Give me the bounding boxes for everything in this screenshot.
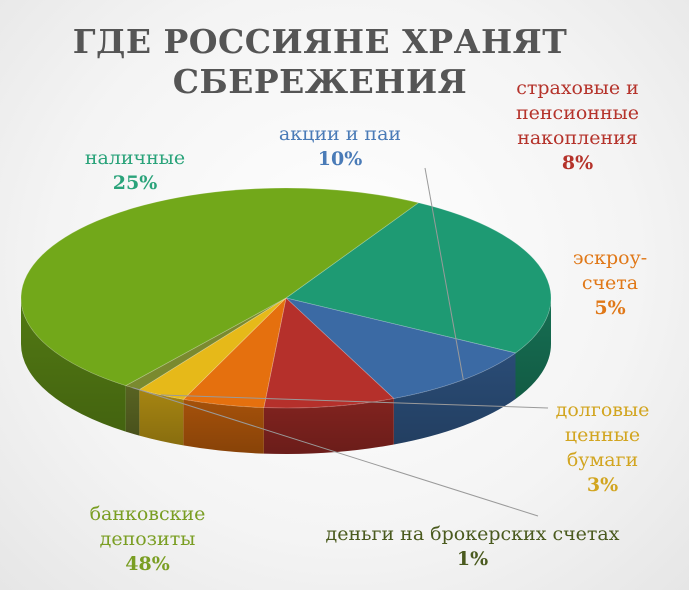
label-bonds-line-1: долговые	[555, 399, 650, 421]
label-bonds-line-3: бумаги	[566, 449, 639, 471]
label-insurance-value: 8%	[561, 152, 594, 174]
label-escrow: эскроу- счета 5%	[555, 246, 665, 321]
pie-side-shade-4	[139, 389, 184, 446]
label-escrow-value: 5%	[594, 297, 626, 319]
label-insurance-line-3: накопления	[517, 127, 638, 149]
chart-title: ГДЕ РОССИЯНЕ ХРАНЯТ СБЕРЕЖЕНИЯ	[60, 22, 580, 102]
pie-side-shade-3	[183, 399, 264, 454]
label-brokerage-value: 1%	[456, 548, 489, 570]
leader-line-1	[424, 167, 464, 380]
label-cash: наличные 25%	[60, 146, 210, 196]
chart-title-line-1: ГДЕ РОССИЯНЕ ХРАНЯТ	[72, 22, 568, 61]
label-deposits: банковские депозиты 48%	[60, 502, 235, 577]
pie-tops	[20, 187, 552, 409]
pie-side-shade-2	[263, 398, 394, 454]
pie-slice-6	[20, 187, 420, 387]
pie-side-shade-1	[393, 353, 516, 445]
label-stocks-value: 10%	[317, 148, 363, 170]
leader-lines	[132, 167, 549, 517]
label-insurance-line-1: страховые и	[516, 77, 639, 99]
label-bonds-line-2: ценные	[564, 424, 641, 446]
label-cash-name: наличные	[84, 147, 186, 169]
pie-side-shade-5	[125, 385, 140, 436]
label-bonds-value: 3%	[586, 474, 619, 496]
label-stocks-name: акции и паи	[278, 123, 402, 145]
label-escrow-line-1: эскроу-	[572, 247, 648, 269]
label-brokerage: деньги на брокерских счетах 1%	[300, 522, 645, 572]
leader-line-4	[160, 394, 549, 409]
chart-title-line-2: СБЕРЕЖЕНИЯ	[172, 62, 468, 101]
pie-sides	[21, 298, 551, 454]
label-escrow-line-2: счета	[581, 272, 639, 294]
leader-line-5	[132, 387, 539, 517]
pie-slice-0	[285, 202, 552, 354]
pie-side-shade-0	[515, 298, 551, 399]
pie-slice-3	[182, 296, 287, 409]
pie-slice-2	[263, 297, 395, 409]
label-insurance-line-2: пенсионные	[515, 102, 639, 124]
label-stocks: акции и паи 10%	[255, 122, 425, 172]
label-brokerage-name: деньги на брокерских счетах	[325, 523, 620, 545]
label-cash-value: 25%	[112, 172, 158, 194]
label-bonds: долговые ценные бумаги 3%	[540, 398, 665, 498]
label-deposits-line-2: депозиты	[99, 528, 196, 550]
label-deposits-value: 48%	[125, 553, 170, 575]
label-insurance: страховые и пенсионные накопления 8%	[490, 76, 665, 176]
label-deposits-line-1: банковские	[89, 503, 206, 525]
pie-side-shade-6	[21, 298, 126, 432]
